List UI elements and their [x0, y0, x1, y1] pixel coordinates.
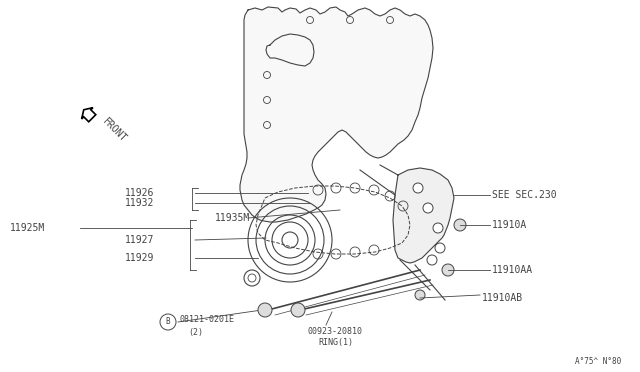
Circle shape — [442, 264, 454, 276]
Polygon shape — [393, 168, 454, 263]
Text: 11927: 11927 — [125, 235, 154, 245]
Circle shape — [454, 219, 466, 231]
Text: 11925M: 11925M — [10, 223, 45, 233]
Circle shape — [413, 183, 423, 193]
Circle shape — [258, 303, 272, 317]
Text: 11910A: 11910A — [492, 220, 527, 230]
Text: SEE SEC.230: SEE SEC.230 — [492, 190, 557, 200]
Circle shape — [433, 223, 443, 233]
Text: 08121-0201E: 08121-0201E — [180, 315, 235, 324]
Polygon shape — [82, 108, 96, 122]
Text: 11926: 11926 — [125, 188, 154, 198]
Text: 11910AB: 11910AB — [482, 293, 523, 303]
Circle shape — [435, 243, 445, 253]
Text: B: B — [166, 317, 170, 327]
Polygon shape — [240, 7, 433, 222]
Circle shape — [427, 255, 437, 265]
Text: RING(1): RING(1) — [318, 337, 353, 346]
Circle shape — [423, 203, 433, 213]
Text: 11932: 11932 — [125, 198, 154, 208]
Text: A°75^ N°80: A°75^ N°80 — [575, 357, 621, 366]
Text: 11910AA: 11910AA — [492, 265, 533, 275]
Circle shape — [415, 290, 425, 300]
Circle shape — [291, 303, 305, 317]
Text: (2): (2) — [188, 327, 203, 337]
Text: 00923-20810: 00923-20810 — [308, 327, 363, 337]
Text: FRONT: FRONT — [100, 116, 128, 144]
Text: 11929: 11929 — [125, 253, 154, 263]
Text: 11935M: 11935M — [215, 213, 250, 223]
